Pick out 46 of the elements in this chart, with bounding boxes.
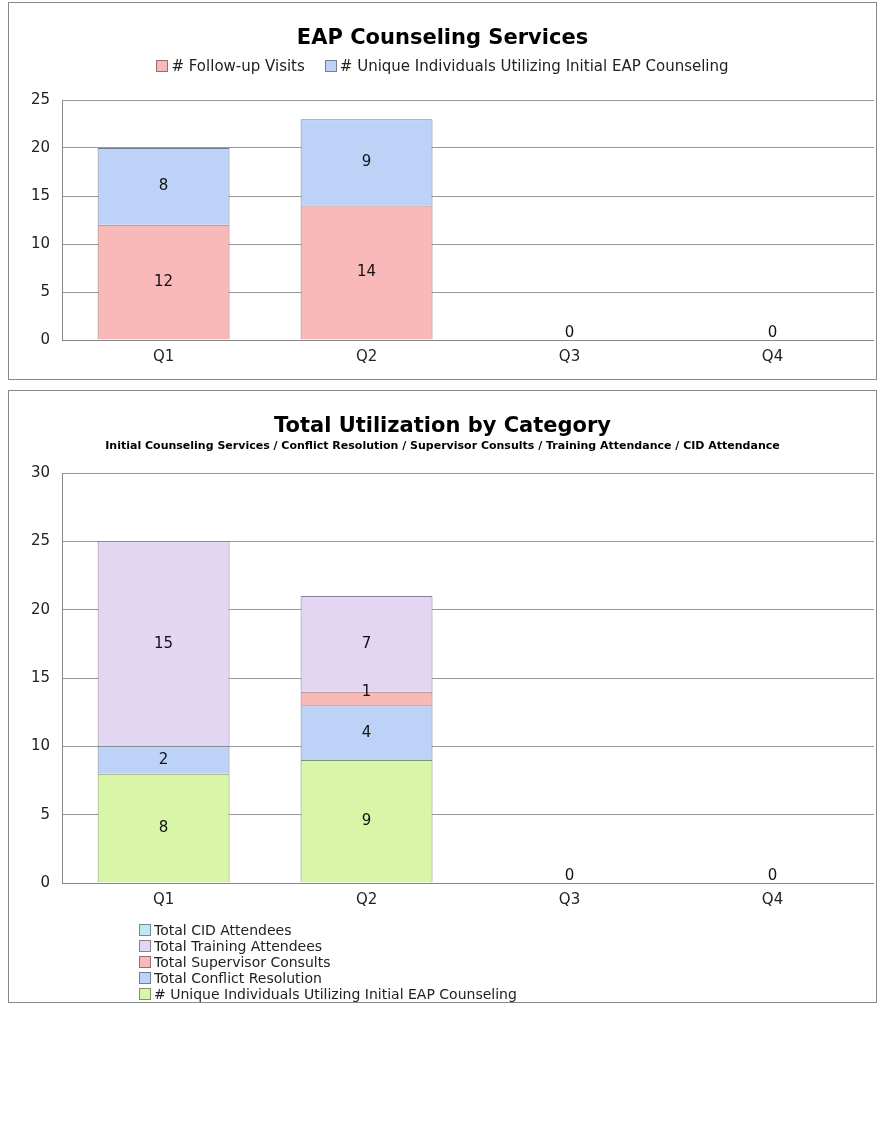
data-label: 9 (361, 811, 372, 830)
y-tick-label: 25 (30, 531, 51, 550)
x-tick-label: Q4 (761, 346, 784, 365)
data-label: 1 (361, 681, 372, 700)
legend-label: # Unique Individuals Utilizing Initial EAP Counseling (339, 57, 729, 75)
chart-subtitle: Initial Counseling Services / Conflict Resolution / Supervisor Consults / Training Attendance / CID Attendance (104, 439, 781, 452)
y-tick-label: 30 (30, 462, 51, 481)
y-tick-label: 5 (40, 281, 51, 300)
x-tick-label: Q2 (355, 346, 378, 365)
y-tick-label: 0 (40, 329, 51, 348)
data-label: 0 (564, 322, 575, 341)
x-tick-label: Q3 (558, 346, 581, 365)
legend-label: Total CID Attendees (154, 922, 292, 938)
y-tick-label: 25 (30, 89, 51, 108)
x-tick-label: Q1 (152, 346, 175, 365)
y-tick-label: 10 (30, 736, 51, 755)
data-label: 0 (767, 865, 778, 884)
chart-title: EAP Counseling Services (295, 25, 590, 49)
data-label: 12 (154, 272, 174, 291)
y-tick-label: 15 (30, 667, 51, 686)
y-tick-label: 20 (30, 137, 51, 156)
legend-label: Total Training Attendees (154, 938, 323, 954)
y-tick-label: 20 (30, 599, 51, 618)
legend-label: # Unique Individuals Utilizing Initial EAP Counseling (154, 986, 517, 1002)
data-label: 7 (361, 633, 372, 652)
chart-title: Total Utilization by Category (272, 413, 613, 437)
data-label: 14 (357, 262, 377, 281)
data-label: 15 (154, 633, 174, 652)
y-tick-label: 10 (30, 233, 51, 252)
x-tick-label: Q4 (761, 889, 784, 908)
x-tick-label: Q1 (152, 889, 175, 908)
y-tick-label: 15 (30, 185, 51, 204)
x-tick-label: Q2 (355, 889, 378, 908)
data-label: 0 (564, 865, 575, 884)
y-tick-label: 0 (40, 872, 51, 891)
data-label: 4 (361, 722, 372, 741)
legend-label: Total Conflict Resolution (154, 970, 322, 986)
data-label: 0 (767, 322, 778, 341)
data-label: 8 (158, 176, 169, 195)
y-tick-label: 5 (40, 804, 51, 823)
data-label: 8 (158, 817, 169, 836)
legend-label: Total Supervisor Consults (154, 954, 331, 970)
legend-label: # Follow-up Visits (171, 57, 305, 75)
data-label: 2 (158, 749, 169, 768)
data-label: 9 (361, 152, 372, 171)
x-tick-label: Q3 (558, 889, 581, 908)
